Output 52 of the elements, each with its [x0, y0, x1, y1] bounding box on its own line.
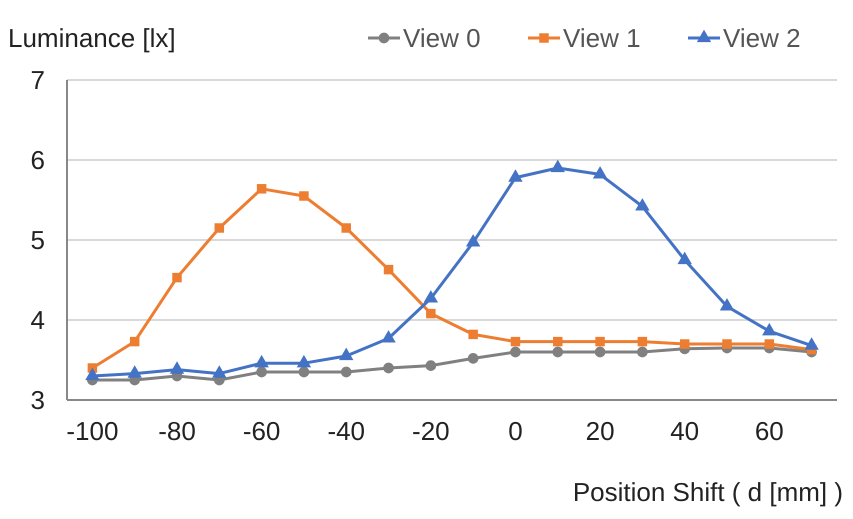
y-tick-label: 5 [30, 225, 45, 256]
point [298, 366, 310, 378]
point [256, 366, 267, 378]
point [172, 272, 182, 282]
point [424, 290, 438, 303]
point [677, 252, 692, 264]
point [637, 346, 648, 358]
x-tick-label: 20 [586, 416, 615, 446]
legend-label: View 2 [723, 23, 801, 54]
x-tick-label: -60 [242, 416, 280, 446]
y-tick-label: 7 [30, 65, 45, 96]
legend-label: View 0 [403, 23, 481, 54]
point [638, 336, 648, 346]
point [720, 298, 734, 311]
y-tick-label: 3 [30, 385, 45, 416]
point [340, 366, 352, 378]
legend-label: View 1 [563, 23, 641, 54]
point [510, 346, 521, 358]
y-tick-label: 4 [30, 305, 45, 336]
point [299, 191, 309, 201]
y-axis-title: Luminance [lx] [8, 23, 176, 54]
point [552, 346, 564, 358]
x-tick-label: 60 [754, 416, 784, 446]
point [508, 169, 523, 182]
point [214, 223, 224, 233]
y-tick-label: 6 [30, 145, 45, 176]
point [722, 339, 732, 349]
x-tick-label: -80 [158, 416, 196, 446]
x-tick-label: -100 [66, 416, 118, 446]
point [680, 339, 690, 349]
point [130, 336, 140, 346]
point [426, 308, 436, 318]
x-axis-title: Position Shift ( d [mm] ) [572, 477, 843, 507]
point [468, 353, 479, 364]
point [550, 160, 565, 172]
point [383, 362, 394, 374]
x-tick-label: -20 [412, 416, 450, 446]
point [635, 198, 650, 211]
point [764, 339, 774, 349]
point [341, 223, 351, 233]
point [553, 336, 563, 346]
x-tick-label: 40 [670, 416, 700, 446]
point [384, 264, 394, 274]
point [510, 336, 520, 346]
point [594, 346, 606, 358]
point [466, 234, 480, 247]
point [425, 360, 436, 371]
x-tick-label: -40 [327, 416, 366, 446]
point [468, 330, 478, 340]
x-tick-label: 0 [508, 416, 523, 446]
point [592, 166, 608, 179]
point [595, 336, 605, 346]
